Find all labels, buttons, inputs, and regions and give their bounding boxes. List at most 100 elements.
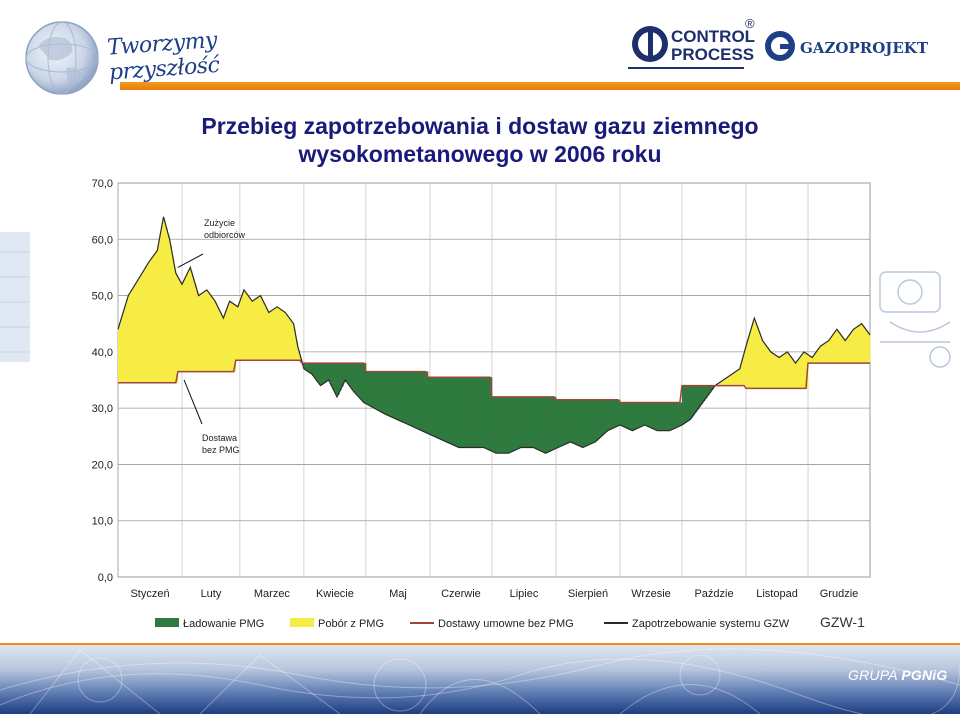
loading-fill-strip [363, 363, 367, 404]
globe-logo-icon [25, 21, 99, 95]
month-label: Paździe [694, 588, 733, 600]
draw-fill-strip [256, 297, 259, 361]
draw-fill-strip [128, 293, 131, 383]
draw-fill-strip [190, 270, 193, 372]
draw-fill-strip [231, 303, 235, 372]
loading-fill-strip [446, 377, 449, 443]
legend-label: Dostawy umowne bez PMG [438, 618, 574, 630]
draw-fill-strip [244, 291, 247, 361]
loading-fill-strip [570, 399, 573, 443]
loading-fill-strip [469, 377, 472, 448]
loading-fill-strip [558, 399, 561, 448]
loading-fill-strip [508, 396, 511, 453]
process-label: PROCESS [671, 45, 754, 64]
draw-fill-strip [830, 336, 834, 364]
loading-fill-strip [314, 363, 317, 379]
loading-fill-strip [648, 402, 652, 428]
loading-fill-strip [425, 371, 429, 434]
loading-fill-strip [553, 396, 557, 449]
loading-fill-strip [615, 399, 619, 427]
footer-orange-rule [0, 643, 960, 646]
loading-fill-strip [479, 377, 483, 448]
loading-fill-strip [318, 363, 321, 385]
gazoprojekt-label: GAZOPROJEKT [800, 39, 929, 57]
draw-fill-strip [221, 315, 224, 372]
draw-fill-strip [803, 352, 807, 389]
draw-fill-strip [863, 327, 867, 364]
draw-fill-strip [853, 328, 856, 364]
draw-fill-strip [293, 329, 297, 361]
header-orange-rule [120, 82, 960, 90]
loading-fill-strip [620, 402, 623, 426]
draw-fill-strip [262, 301, 266, 361]
draw-fill-strip [235, 306, 239, 361]
right-machinery-decoration [879, 271, 951, 368]
loading-fill-strip [624, 402, 627, 428]
gas-demand-chart: 0,0 10,0 20,0 30,0 40,0 50,0 60,0 70,0 Styczeń Lu… [92, 178, 871, 630]
loading-fill-strip [353, 363, 356, 393]
loading-fill-strip [510, 396, 513, 452]
annotation-text: Zużycie [204, 218, 235, 228]
draw-fill-strip [279, 308, 282, 361]
loading-fill-strip [673, 402, 677, 429]
draw-fill-strip [735, 370, 739, 386]
draw-fill-strip [151, 257, 154, 383]
loading-fill-strip [547, 396, 551, 452]
loading-fill-strip [653, 402, 656, 430]
loading-fill-strip [586, 399, 590, 446]
loading-fill-strip [555, 399, 559, 449]
loading-fill-strip [665, 402, 668, 431]
draw-fill-strip [717, 383, 720, 386]
draw-fill-strip [772, 353, 776, 389]
draw-fill-strip [787, 353, 790, 389]
loading-fill-strip [628, 402, 631, 430]
loading-fill-strip [576, 399, 580, 446]
loading-fill-strip [617, 399, 621, 426]
draw-fill-strip [142, 270, 146, 383]
loading-fill-strip [706, 385, 710, 396]
loading-fill-strip [357, 363, 361, 397]
draw-fill-strip [754, 320, 757, 389]
draw-fill-strip [812, 356, 815, 364]
registered-mark: ® [745, 16, 755, 31]
month-label: Kwiecie [316, 588, 354, 600]
draw-fill-strip [223, 315, 226, 372]
draw-fill-strip [721, 380, 724, 386]
draw-fill-strip [182, 282, 185, 372]
draw-fill-strip [171, 256, 175, 383]
draw-fill-strip [832, 333, 836, 364]
annotation-arrow [183, 379, 203, 425]
loading-fill-strip [572, 399, 575, 444]
demand-series-line [117, 216, 871, 454]
draw-fill-strip [289, 319, 292, 361]
loading-fill-strip [392, 371, 396, 418]
y-tick-label: 20,0 [92, 459, 113, 471]
loading-fill-strip [312, 363, 315, 376]
loading-fill-strip [644, 402, 648, 426]
loading-fill-strip [564, 399, 567, 445]
loading-fill-strip [419, 371, 423, 431]
y-tick-label: 50,0 [92, 291, 113, 303]
draw-fill-strip [779, 356, 782, 389]
draw-fill-strip [277, 307, 280, 361]
grupa-pgnig-logo: GRUPA PGNiG [848, 667, 947, 683]
draw-fill-strip [200, 293, 204, 372]
draw-fill-strip [146, 263, 150, 383]
legend-label: Pobór z PMG [318, 618, 384, 630]
loading-fill-strip [380, 371, 383, 413]
draw-fill-strip [285, 313, 288, 361]
loading-fill-strip [630, 402, 633, 431]
loading-fill-strip [601, 399, 604, 436]
draw-fill-strip [841, 336, 844, 364]
loading-fill-strip [677, 402, 681, 427]
loading-fill-strip [545, 396, 549, 453]
loading-fill-strip [646, 402, 650, 427]
loading-fill-strip [522, 396, 526, 448]
loading-fill-strip [442, 377, 445, 441]
loading-fill-strip [452, 377, 456, 446]
loading-fill-strip [339, 363, 342, 391]
loading-fill-strip [580, 399, 584, 448]
draw-fill-strip [161, 222, 164, 383]
chart-code-label: GZW-1 [820, 614, 865, 630]
